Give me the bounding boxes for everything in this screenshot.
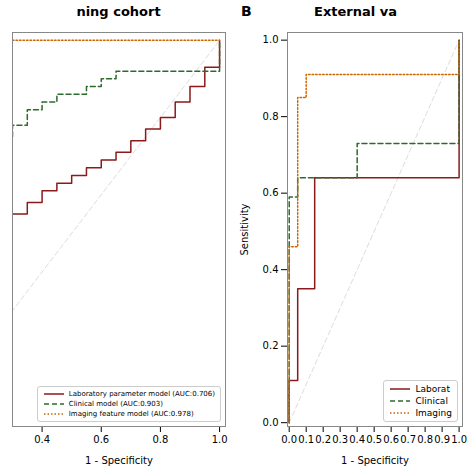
svg-text:1.0: 1.0	[212, 434, 228, 445]
svg-text:1 - Specificity: 1 - Specificity	[341, 455, 409, 466]
svg-text:0.2: 0.2	[315, 434, 331, 445]
html-text:Clinical model (AUC:0.903): Clinical model (AUC:0.903)	[68, 400, 163, 408]
html-text:Laboratory parameter model (AU: Laboratory parameter model (AUC:0.706)	[68, 390, 215, 398]
svg-text:1 - Specificity: 1 - Specificity	[85, 455, 153, 466]
svg-text:0.9: 0.9	[434, 434, 450, 445]
svg-text:0.4: 0.4	[34, 434, 50, 445]
svg-text:0.8: 0.8	[263, 111, 279, 122]
svg-text:0.6: 0.6	[93, 434, 109, 445]
html-text:B: B	[241, 3, 252, 19]
svg-text:0.8: 0.8	[417, 434, 433, 445]
svg-text:0.0: 0.0	[263, 417, 279, 428]
html-text:Laborat: Laborat	[415, 384, 450, 394]
svg-text:Sensitivity: Sensitivity	[239, 203, 250, 255]
svg-text:0.6: 0.6	[383, 434, 399, 445]
svg-text:0.8: 0.8	[152, 434, 168, 445]
svg-text:0.2: 0.2	[263, 340, 279, 351]
svg-text:0.5: 0.5	[366, 434, 382, 445]
svg-text:1.0: 1.0	[263, 34, 279, 45]
svg-text:0.7: 0.7	[400, 434, 416, 445]
svg-text:0.4: 0.4	[263, 264, 279, 275]
svg-text:0.0: 0.0	[281, 434, 297, 445]
html-text:Clinical: Clinical	[415, 396, 448, 406]
svg-text:0.1: 0.1	[298, 434, 314, 445]
html-text:External va: External va	[314, 3, 397, 19]
svg-text:0.3: 0.3	[332, 434, 348, 445]
svg-text:1.0: 1.0	[451, 434, 467, 445]
svg-text:0.6: 0.6	[263, 187, 279, 198]
html-text:Imaging feature model (AUC:0.9: Imaging feature model (AUC:0.978)	[68, 410, 194, 418]
html-text:Imaging: Imaging	[415, 408, 452, 418]
html-text:ning cohort: ning cohort	[76, 3, 161, 19]
svg-text:0.4: 0.4	[349, 434, 365, 445]
